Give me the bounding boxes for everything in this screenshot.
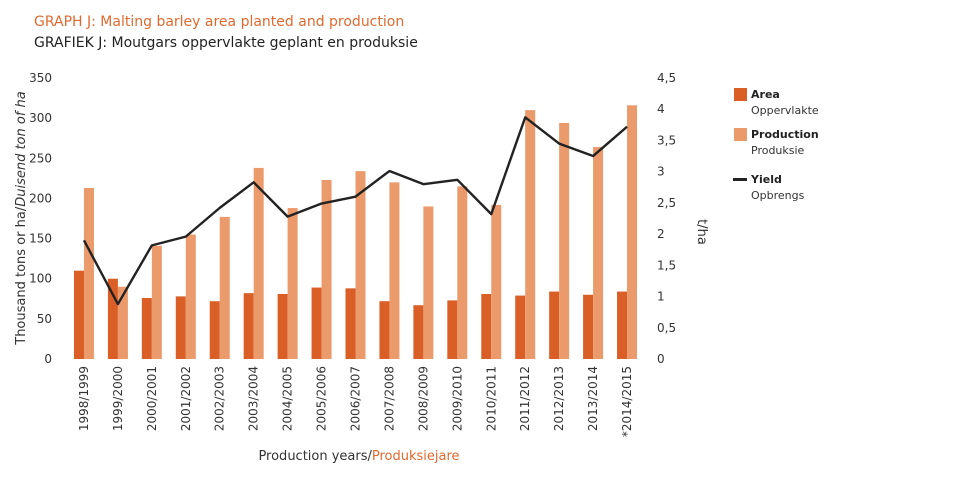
x-axis-tick-label: 2006/2007	[349, 366, 363, 431]
bar-area	[107, 278, 118, 359]
bar-production	[355, 171, 366, 359]
left-axis-tick-label: 100	[29, 272, 52, 286]
legend-label-yield: Yield	[750, 173, 782, 186]
right-axis-ticks: 0 0,5 1 1,5 2 2,5 3 3,5 4 4,5	[657, 71, 676, 366]
legend-label-production: Production	[751, 128, 819, 141]
x-axis-tick-label: 2001/2002	[179, 366, 193, 431]
bar-production	[593, 147, 604, 359]
bar-area	[277, 293, 288, 359]
left-axis-tick-label: 250	[29, 151, 52, 165]
x-axis-tick-label: 2012/2013	[552, 366, 566, 431]
left-axis-tick-label: 0	[44, 352, 52, 366]
left-axis-ticks: 0 50 100 150 200 250 300 350	[29, 71, 52, 366]
x-axis-tick-label: 2003/2004	[247, 366, 261, 431]
bar-area	[345, 288, 356, 359]
bar-area	[73, 270, 84, 359]
chart-title-english: GRAPH J: Malting barley area planted and…	[34, 14, 405, 30]
bar-production	[525, 110, 536, 359]
x-axis-tick-label: 2010/2011	[484, 366, 498, 431]
right-axis-tick-label: 1,5	[657, 258, 676, 272]
bar-production	[83, 187, 94, 359]
bar-production	[287, 208, 298, 359]
bar-area	[515, 295, 526, 359]
legend-swatch-area	[734, 88, 747, 101]
bar-area	[617, 291, 628, 359]
bar-area	[311, 287, 322, 359]
right-axis-tick-label: 2,5	[657, 196, 676, 210]
bar-production	[151, 245, 162, 359]
yield-line	[82, 116, 628, 306]
bar-area	[481, 293, 492, 359]
yield-line-group	[82, 116, 628, 306]
x-axis-ticks: 1998/1999 1999/2000 2000/2001 2001/2002 2002…	[77, 366, 634, 437]
bar-production	[627, 105, 638, 359]
x-axis-tick-label: 1999/2000	[111, 366, 125, 431]
bar-production	[423, 206, 434, 359]
bar-production	[253, 167, 264, 359]
legend-sublabel-yield: Opbrengs	[751, 189, 805, 202]
right-axis-tick-label: 3	[657, 165, 665, 179]
left-axis-tick-label: 350	[29, 71, 52, 85]
right-axis-tick-label: 3,5	[657, 133, 676, 147]
x-axis-tick-label: 2000/2001	[145, 366, 159, 431]
x-axis-tick-label: *2014/2015	[620, 366, 634, 437]
x-axis-title: Production years/Produksiejare	[258, 449, 459, 464]
x-axis-tick-label: 2013/2014	[586, 366, 600, 431]
bar-series-group	[73, 105, 638, 360]
x-axis-tick-label: 2009/2010	[450, 366, 464, 431]
left-axis-title: Thousand tons or ha/Duisend ton of ha	[14, 91, 29, 346]
x-axis-tick-label: 2005/2006	[315, 366, 329, 431]
x-axis-tick-label: 2004/2005	[281, 366, 295, 431]
bar-area	[209, 301, 220, 359]
bar-production	[321, 179, 332, 359]
legend-swatch-production	[734, 128, 747, 141]
left-axis-tick-label: 50	[37, 312, 52, 326]
legend-sublabel-area: Oppervlakte	[751, 104, 819, 117]
bar-area	[447, 300, 458, 359]
x-axis-tick-label: 2008/2009	[416, 366, 430, 431]
chart-title-afrikaans: GRAFIEK J: Moutgars oppervlakte geplant …	[34, 35, 418, 51]
bar-area	[549, 291, 560, 359]
x-axis-tick-label: 2011/2012	[518, 366, 532, 431]
right-axis-tick-label: 0	[657, 352, 665, 366]
right-axis-title: t/ha	[694, 219, 709, 245]
bar-production	[185, 234, 196, 359]
left-axis-tick-label: 150	[29, 232, 52, 246]
legend-label-area: Area	[751, 88, 780, 101]
right-axis-tick-label: 0,5	[657, 321, 676, 335]
bar-production	[219, 216, 230, 359]
bar-area	[141, 297, 152, 359]
bar-area	[379, 301, 390, 359]
x-axis-tick-label: 2007/2008	[382, 366, 396, 431]
bar-production	[117, 286, 128, 359]
right-axis-tick-label: 4	[657, 102, 665, 116]
right-axis-tick-label: 4,5	[657, 71, 676, 85]
legend: Area Oppervlakte Production Produksie Yi…	[733, 88, 819, 202]
legend-sublabel-production: Produksie	[751, 144, 805, 157]
legend-swatch-yield	[733, 178, 747, 181]
bar-production	[559, 122, 570, 360]
bar-production	[491, 204, 502, 359]
bar-production	[457, 186, 468, 359]
right-axis-tick-label: 2	[657, 227, 665, 241]
right-axis-tick-label: 1	[657, 290, 665, 304]
bar-area	[413, 305, 424, 359]
left-axis-tick-label: 200	[29, 191, 52, 205]
bar-area	[583, 294, 594, 359]
left-axis-tick-label: 300	[29, 111, 52, 125]
bar-area	[243, 293, 254, 359]
bar-production	[389, 182, 400, 359]
bar-area	[175, 296, 186, 359]
x-axis-tick-label: 2002/2003	[213, 366, 227, 431]
x-axis-tick-label: 1998/1999	[77, 366, 91, 431]
